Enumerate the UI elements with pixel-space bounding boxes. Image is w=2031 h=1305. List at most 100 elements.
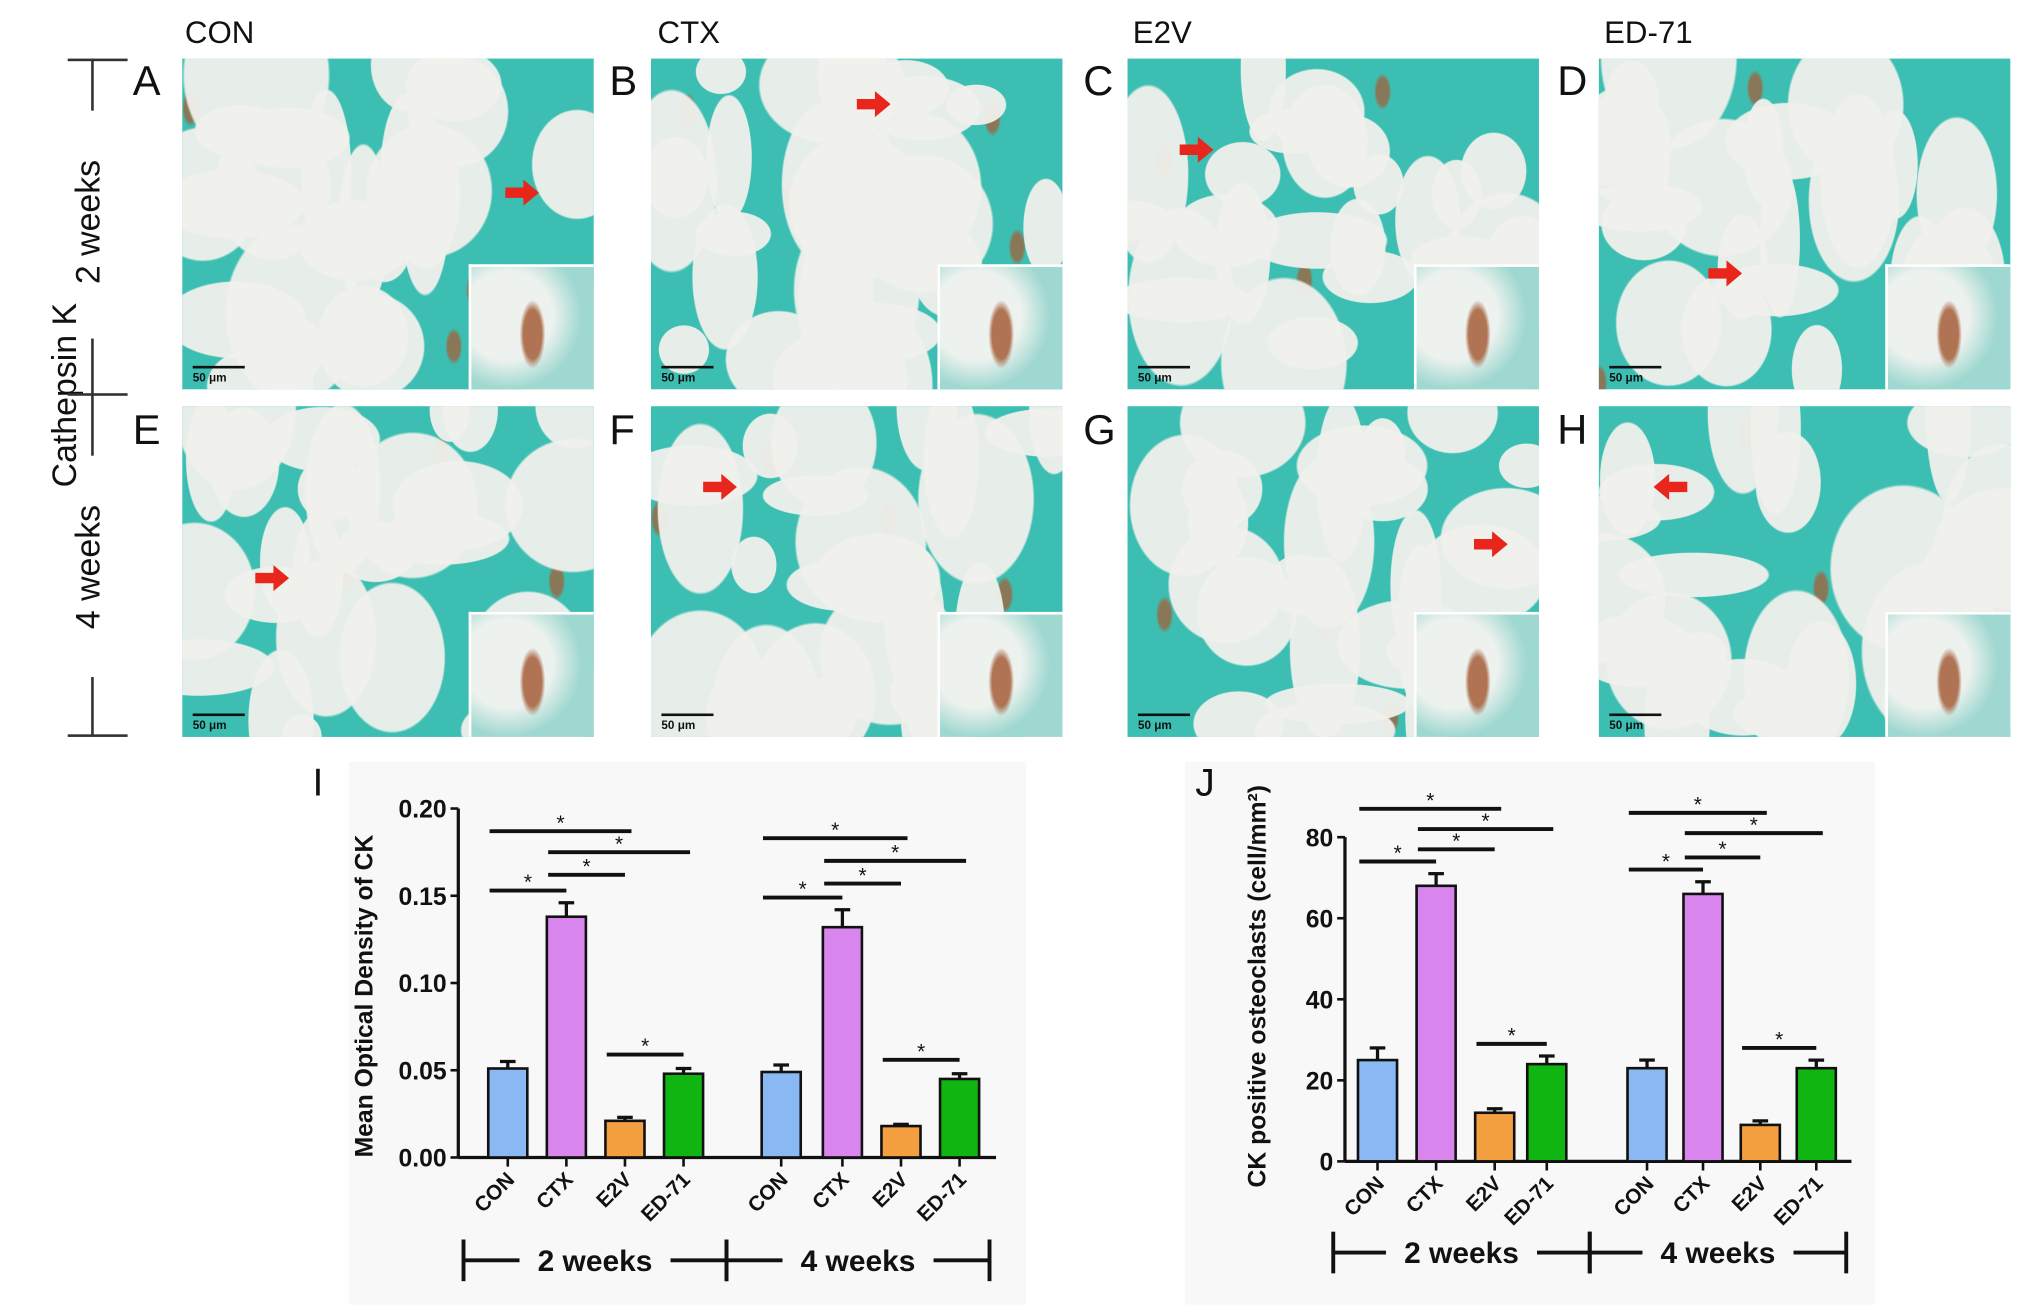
scale-bar: 50 μm [1609,365,1662,384]
micrograph-panel: 50 μm [182,58,594,390]
y-axis-label: CK positive osteoclasts (cell/mm²) [1245,785,1272,1187]
scale-bar: 50 μm [192,713,245,732]
micrograph-panel: 50 μm [651,406,1063,737]
red-arrow-icon [1473,531,1508,558]
bar [545,915,588,1159]
micrograph-inset [1413,611,1539,737]
bar [1356,1058,1399,1163]
red-arrow-icon [856,91,891,118]
panel-letter-c: C [1083,57,1114,105]
micrograph-inset [468,611,594,737]
group-label: 4 weeks [801,1245,916,1278]
scale-bar: 50 μm [192,365,245,385]
panel-letter-g: G [1083,406,1116,454]
bar [880,1124,922,1159]
bar [662,1072,705,1159]
scale-bar: 50 μm [1609,713,1662,732]
row-bracket [67,734,128,737]
micrograph-panel: 50 μm [1598,58,2011,390]
significance-star: * [524,871,532,894]
significance-star: * [1775,1029,1783,1052]
panel-letter-i: I [312,761,324,805]
chart-j-background [1184,761,1875,1305]
red-arrow-icon [255,565,290,592]
x-tick-label: ED-71 [1770,1172,1828,1230]
scale-bar: 50 μm [1137,713,1191,732]
group-label: 2 weeks [1404,1237,1519,1270]
significance-star: * [1482,810,1490,833]
significance-star: * [1508,1025,1516,1048]
column-label-ed71: ED-71 [1604,15,1693,51]
group-label: 4 weeks [1661,1237,1776,1270]
scale-bar: 50 μm [1137,365,1191,385]
y-tick-label: 0.10 [398,971,446,998]
column-label-con: CON [184,15,255,51]
row-bracket [67,58,128,62]
significance-star: * [1426,790,1434,813]
y-tick-label: 60 [1306,906,1334,933]
micrograph-panel: 50 μm [651,58,1063,390]
x-tick-label: CON [1340,1172,1389,1221]
x-tick-label: CTX [1669,1172,1715,1218]
significance-star: * [582,856,590,879]
scale-bar: 50 μm [661,713,714,732]
scale-bar-label: 50 μm [192,371,227,385]
column-label-e2v: E2V [1132,15,1192,51]
panel-letter-h: H [1557,406,1588,454]
red-arrow-icon [1653,473,1688,500]
bar [1525,1062,1568,1163]
x-tick-label: E2V [1728,1172,1772,1216]
x-tick-label: E2V [1462,1172,1506,1216]
significance-star: * [556,812,564,835]
column-label-ctx: CTX [657,15,721,51]
y-tick-label: 0.15 [398,884,446,911]
bar [1795,1066,1838,1163]
panel-letter-j: J [1195,761,1215,805]
scale-bar: 50 μm [661,365,714,384]
bar [1739,1123,1782,1163]
scale-bar-label: 50 μm [1137,718,1172,732]
y-tick-label: 0.05 [398,1058,446,1085]
micrograph-panel: 50 μm [1598,406,2011,737]
micrograph-panel: 50 μm [1127,58,1539,390]
micrograph-inset [937,264,1063,390]
significance-star: * [1662,850,1670,873]
group-label: 2 weeks [538,1245,653,1278]
bar [1473,1111,1516,1163]
red-arrow-icon [1179,136,1214,163]
panel-letter-f: F [609,406,635,454]
scale-bar-label: 50 μm [661,718,696,732]
y-axis-label: Mean Optical Density of CK [351,835,378,1158]
bar [938,1077,981,1159]
y-tick-label: 0 [1319,1149,1333,1176]
red-arrow-icon [703,473,737,500]
panel-letter-d: D [1557,57,1588,105]
micrograph-inset [1885,264,2011,390]
y-tick-label: 20 [1306,1068,1334,1095]
row-bracket [91,58,94,111]
scale-bar-label: 50 μm [192,718,227,732]
row-bracket [91,677,94,736]
significance-star: * [1750,814,1758,837]
scale-bar-label: 50 μm [1137,371,1172,385]
bar [760,1070,803,1159]
significance-star: * [917,1040,925,1063]
scale-bar-label: 50 μm [1609,718,1644,732]
significance-star: * [1694,794,1702,817]
significance-star: * [831,819,839,842]
red-arrow-icon [505,179,540,206]
significance-star: * [799,878,807,901]
y-tick-label: 40 [1306,987,1334,1014]
x-tick-label: CON [1609,1172,1658,1221]
x-tick-label: ED-71 [1500,1172,1558,1230]
micrograph-inset [1413,264,1539,390]
x-tick-label: CTX [1402,1172,1448,1218]
significance-star: * [641,1035,649,1058]
micrograph-inset [937,611,1063,737]
micrograph-inset [468,264,594,390]
significance-star: * [859,864,867,887]
bar [1682,892,1724,1163]
